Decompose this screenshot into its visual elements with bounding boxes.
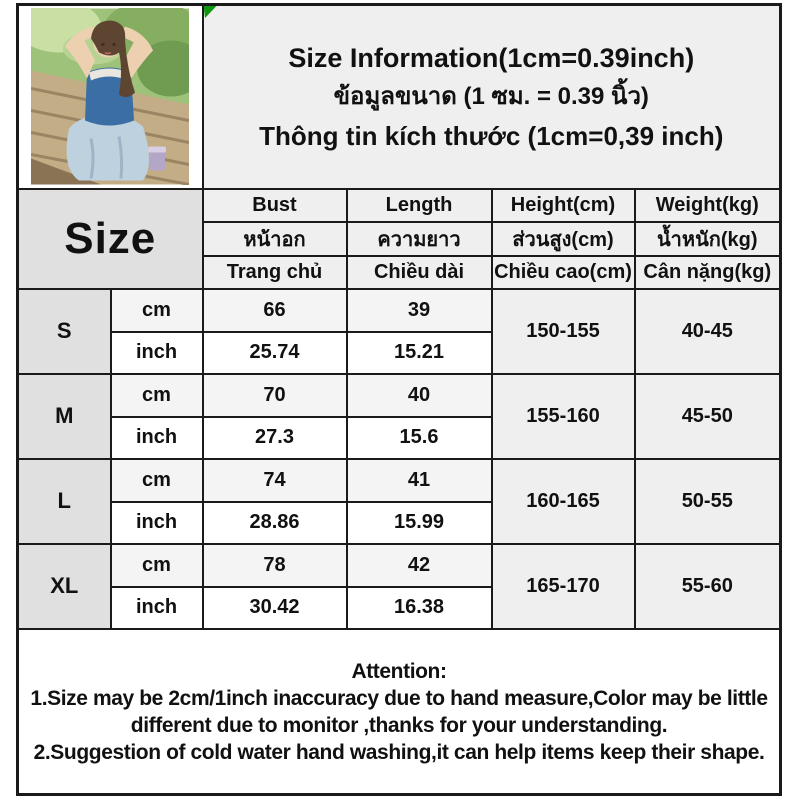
table-row: S cm 66 39 150-155 40-45 <box>16 287 782 375</box>
col-header-bust-th: หน้าอก <box>201 220 348 257</box>
bust-inch-value: 30.42 <box>201 585 348 630</box>
table-row: inch 30.42 16.38 <box>18 585 781 630</box>
table-row: inch 27.3 15.6 <box>18 415 781 460</box>
col-header-height-th: ส่วนสูง(cm) <box>490 220 636 257</box>
model-photo <box>31 8 190 186</box>
table-row: inch 25.74 15.21 <box>18 330 781 375</box>
size-info-title-block: Size Information(1cm=0.39inch) ข้อมูลขนา… <box>201 3 782 190</box>
col-header-bust-en: Bust <box>201 187 348 223</box>
size-label-s: S <box>16 287 112 375</box>
length-inch-value: 15.99 <box>345 500 493 545</box>
unit-label: inch <box>109 500 204 545</box>
size-label-xl: XL <box>16 542 112 630</box>
length-inch-value: 15.6 <box>345 415 493 460</box>
table-row: XL cm 78 42 165-170 55-60 <box>16 542 782 630</box>
size-information-table: Size Information(1cm=0.39inch) ข้อมูลขนา… <box>16 3 783 796</box>
col-header-length-th: ความยาว <box>345 220 493 257</box>
col-header-height-vi: Chiều cao(cm) <box>490 254 636 290</box>
size-label-l: L <box>16 457 112 545</box>
weight-range: 50-55 <box>633 457 782 545</box>
product-photo-cell <box>16 3 204 190</box>
col-header-height-en: Height(cm) <box>490 187 636 223</box>
unit-label: inch <box>109 585 204 630</box>
unit-label: inch <box>109 415 204 460</box>
length-cm-value: 39 <box>345 287 493 333</box>
table-row: inch 28.86 15.99 <box>18 500 781 545</box>
attention-heading: Attention: <box>351 660 447 684</box>
col-header-bust-vi: Trang chủ <box>201 254 348 290</box>
col-header-weight-th: น้ำหนัก(kg) <box>633 220 782 257</box>
unit-label: cm <box>109 372 204 418</box>
col-header-length-en: Length <box>345 187 493 223</box>
bust-inch-value: 25.74 <box>201 330 348 375</box>
bust-inch-value: 28.86 <box>201 500 348 545</box>
attention-note-1: 1.Size may be 2cm/1inch inaccuracy due t… <box>30 687 768 738</box>
length-inch-value: 15.21 <box>345 330 493 375</box>
height-range: 150-155 <box>490 287 636 375</box>
col-header-weight-vi: Cân nặng(kg) <box>633 254 782 290</box>
weight-range: 45-50 <box>633 372 782 460</box>
unit-label: cm <box>109 542 204 588</box>
length-cm-value: 42 <box>345 542 493 588</box>
unit-label: cm <box>109 287 204 333</box>
length-cm-value: 40 <box>345 372 493 418</box>
bust-cm-value: 70 <box>201 372 348 418</box>
col-header-weight-en: Weight(kg) <box>633 187 782 223</box>
size-label-m: M <box>16 372 112 460</box>
bust-cm-value: 74 <box>201 457 348 503</box>
height-range: 160-165 <box>490 457 636 545</box>
height-range: 165-170 <box>490 542 636 630</box>
unit-label: inch <box>109 330 204 375</box>
table-row: M cm 70 40 155-160 45-50 <box>16 372 782 460</box>
attention-note-2: 2.Suggestion of cold water hand washing,… <box>33 741 765 765</box>
green-corner-marker-icon <box>204 6 217 18</box>
attention-note-box: Attention: 1.Size may be 2cm/1inch inacc… <box>16 627 782 796</box>
col-header-length-vi: Chiều dài <box>345 254 493 290</box>
length-cm-value: 41 <box>345 457 493 503</box>
bust-inch-value: 27.3 <box>201 415 348 460</box>
table-row: L cm 74 41 160-165 50-55 <box>16 457 782 545</box>
weight-range: 40-45 <box>633 287 782 375</box>
weight-range: 55-60 <box>633 542 782 630</box>
title-thai: ข้อมูลขนาด (1 ซม. = 0.39 นิ้ว) <box>333 82 649 110</box>
bust-cm-value: 78 <box>201 542 348 588</box>
unit-label: cm <box>109 457 204 503</box>
bust-cm-value: 66 <box>201 287 348 333</box>
title-english: Size Information(1cm=0.39inch) <box>288 42 695 73</box>
size-column-header: Size <box>16 187 204 290</box>
length-inch-value: 16.38 <box>345 585 493 630</box>
title-vietnamese: Thông tin kích thước (1cm=0,39 inch) <box>259 120 724 151</box>
height-range: 155-160 <box>490 372 636 460</box>
